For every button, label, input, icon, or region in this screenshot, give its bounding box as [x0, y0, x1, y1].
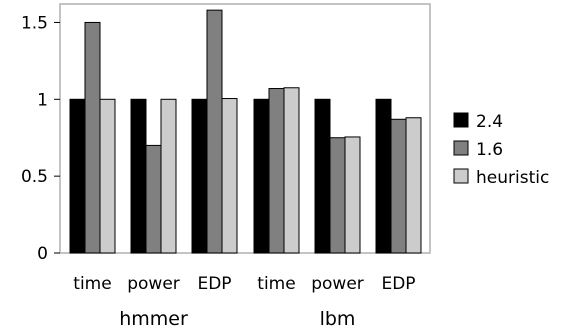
x-axis-groups: hmmer lbm — [119, 308, 355, 330]
y-tick-label: 0.5 — [21, 167, 48, 187]
bars — [69, 9, 422, 254]
x-category-label: power — [311, 274, 364, 294]
plot-area-frame — [59, 3, 431, 254]
bar-heuristic-hmmer-time — [99, 98, 116, 254]
legend: 2.4 1.6 heuristic — [453, 112, 549, 188]
legend-swatch — [453, 112, 469, 128]
bar-1-6-hmmer-power — [145, 144, 162, 254]
y-tick-label: 1 — [37, 90, 48, 110]
x-category-label: power — [127, 274, 180, 294]
bar-1-6-lbm-EDP — [390, 118, 407, 254]
x-category-label: EDP — [197, 274, 231, 294]
bar-heuristic-lbm-power — [344, 136, 361, 254]
legend-label: 1.6 — [476, 140, 503, 160]
y-axis: 0 0.5 1 1.5 — [21, 13, 60, 264]
x-group-label: hmmer — [119, 308, 188, 330]
bar-2-4-lbm-power — [314, 98, 331, 254]
bar-2-4-hmmer-time — [69, 98, 86, 254]
x-group-label: lbm — [320, 308, 356, 330]
bar-heuristic-hmmer-EDP — [221, 98, 238, 254]
legend-label: heuristic — [476, 168, 549, 188]
bar-heuristic-lbm-time — [283, 87, 300, 254]
bar-heuristic-hmmer-power — [160, 98, 177, 254]
x-axis-categories: time power EDP time power EDP — [73, 274, 415, 294]
bar-2-4-lbm-EDP — [375, 98, 392, 254]
x-category-label: EDP — [381, 274, 415, 294]
legend-swatch — [453, 140, 469, 156]
legend-label: 2.4 — [476, 112, 503, 132]
y-tick-label: 1.5 — [21, 13, 48, 33]
bar-1-6-hmmer-EDP — [206, 9, 223, 254]
bar-2-4-hmmer-power — [130, 98, 147, 254]
bar-heuristic-lbm-EDP — [405, 117, 422, 254]
x-category-label: time — [257, 274, 295, 294]
bar-1-6-lbm-power — [329, 137, 346, 254]
x-category-label: time — [73, 274, 111, 294]
y-tick-label: 0 — [37, 244, 48, 264]
legend-swatch — [453, 168, 469, 184]
bar-2-4-lbm-time — [253, 98, 270, 254]
bar-1-6-lbm-time — [268, 88, 285, 254]
bar-2-4-hmmer-EDP — [191, 98, 208, 254]
bar-1-6-hmmer-time — [84, 21, 101, 254]
